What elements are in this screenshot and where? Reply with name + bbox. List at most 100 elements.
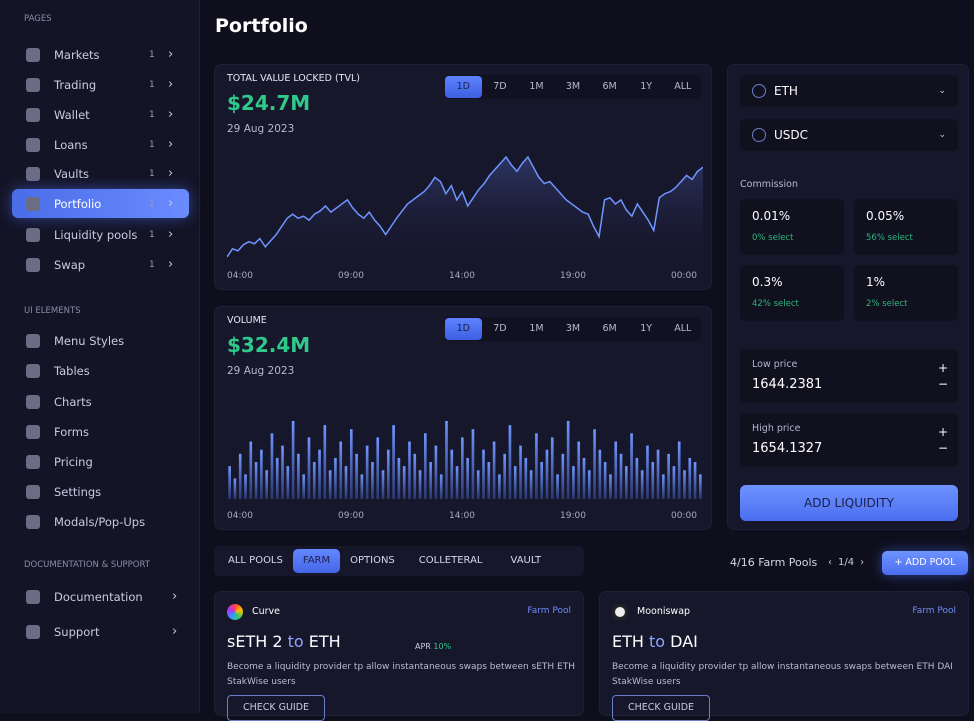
range-7d[interactable]: 7D (493, 323, 507, 334)
tab-colleteral[interactable]: COLLETERAL (418, 555, 483, 566)
volume-bar (381, 470, 385, 499)
sidebar-item-label: Settings (54, 484, 102, 499)
volume-bar (487, 462, 491, 499)
range-7d[interactable]: 7D (493, 81, 507, 92)
pool-card-mooniswap[interactable]: Mooniswap Farm Pool ETH to DAI Become a … (599, 591, 969, 721)
sidebar-item-markets[interactable]: Markets 1 › (12, 40, 189, 69)
range-1d[interactable]: 1D (445, 76, 482, 98)
sidebar-item-wallet[interactable]: Wallet 1 › (12, 100, 189, 129)
volume-bar (688, 457, 692, 499)
volume-bar (513, 466, 517, 499)
fee-select-rate: 0% select (752, 233, 794, 243)
range-1m[interactable]: 1M (529, 81, 544, 92)
sidebar-item-documentation[interactable]: Documentation › (12, 582, 189, 611)
page-indicator: 1/4 (838, 557, 855, 568)
volume-bar (450, 449, 454, 499)
tab-all-pools[interactable]: ALL POOLS (228, 555, 283, 566)
chevron-down-icon: ⌄ (938, 86, 946, 96)
range-6m[interactable]: 6M (602, 81, 617, 92)
high-price-field[interactable]: High price 1654.1327 + − (740, 413, 958, 467)
low-price-value[interactable]: 1644.2381 (752, 377, 823, 392)
volume-range-selector: 1D 7D 1M 3M 6M 1Y ALL (445, 317, 701, 341)
tvl-card: TOTAL VALUE LOCKED (TVL) $24.7M 29 Aug 2… (214, 64, 712, 290)
volume-bar (550, 437, 554, 499)
form-icon (26, 424, 40, 439)
chevron-right-icon: › (168, 257, 174, 272)
sidebar-item-tables[interactable]: Tables (12, 356, 189, 385)
decrement-button[interactable]: − (937, 377, 948, 391)
pool-card-curve[interactable]: Curve Farm Pool sETH 2 to ETH APR 10% Be… (214, 591, 584, 721)
volume-bar (334, 457, 337, 499)
sidebar-item-label: Documentation (54, 589, 143, 604)
volume-bar (540, 462, 544, 499)
sidebar-item-portfolio[interactable]: Portfolio 1 › (12, 189, 189, 218)
commission-option[interactable]: 0.3% 42% select (740, 265, 844, 321)
sidebar-item-liquidity-pools[interactable]: Liquidity pools 1 › (12, 220, 189, 249)
low-price-field[interactable]: Low price 1644.2381 + − (740, 349, 958, 403)
token-a-select[interactable]: ETH ⌄ (740, 75, 958, 107)
token-b-select[interactable]: USDC ⌄ (740, 119, 958, 151)
item-count: 1 (149, 168, 155, 179)
next-page-button[interactable]: › (860, 557, 865, 568)
swap-icon (26, 257, 40, 272)
range-1m[interactable]: 1M (529, 323, 544, 334)
pool-tag: Farm Pool (912, 606, 956, 616)
commission-option[interactable]: 0.01% 0% select (740, 199, 844, 255)
sidebar-item-forms[interactable]: Forms (12, 417, 189, 446)
tab-farm[interactable]: FARM (292, 549, 341, 573)
range-1d[interactable]: 1D (445, 318, 482, 340)
tab-vault[interactable]: VAULT (510, 555, 542, 566)
high-price-value[interactable]: 1654.1327 (752, 441, 823, 456)
prev-page-button[interactable]: ‹ (828, 557, 832, 568)
commission-option[interactable]: 1% 2% select (854, 265, 958, 321)
range-3m[interactable]: 3M (565, 323, 581, 334)
range-6m[interactable]: 6M (602, 323, 617, 334)
volume-bar (545, 449, 549, 499)
check-guide-button[interactable]: CHECK GUIDE (612, 695, 710, 721)
increment-button[interactable]: + (937, 425, 948, 439)
sidebar-item-menu-styles[interactable]: Menu Styles (12, 326, 189, 355)
volume-bar (328, 470, 332, 499)
range-3m[interactable]: 3M (565, 81, 581, 92)
sidebar-item-settings[interactable]: Settings (12, 477, 189, 506)
check-guide-button[interactable]: CHECK GUIDE (227, 695, 325, 721)
sidebar-item-charts[interactable]: Charts (12, 387, 189, 416)
main-content: Portfolio TOTAL VALUE LOCKED (TVL) $24.7… (200, 0, 974, 721)
decrement-button[interactable]: − (937, 441, 948, 455)
volume-bar (249, 441, 253, 499)
volume-bar (371, 462, 374, 499)
menu-icon (26, 333, 40, 348)
range-1y[interactable]: 1Y (640, 323, 653, 334)
sidebar-item-modals-pop-ups[interactable]: Modals/Pop-Ups (12, 507, 189, 536)
add-pool-button[interactable]: + ADD POOL (882, 551, 968, 575)
volume-bar (413, 453, 417, 499)
add-liquidity-button[interactable]: ADD LIQUIDITY (740, 485, 958, 521)
sidebar-item-trading[interactable]: Trading 1 › (12, 70, 189, 99)
sidebar-item-vaults[interactable]: Vaults 1 › (12, 159, 189, 188)
range-1y[interactable]: 1Y (640, 81, 653, 92)
sidebar-item-support[interactable]: Support › (12, 617, 189, 646)
sidebar-item-pricing[interactable]: Pricing (12, 447, 189, 476)
volume-bar (476, 470, 480, 499)
briefcase-icon (26, 196, 40, 211)
curve-logo-icon (227, 604, 243, 620)
bar-chart-icon (26, 77, 40, 92)
token-b-value: USDC (774, 128, 809, 142)
range-all[interactable]: ALL (674, 323, 692, 334)
volume-date: 29 Aug 2023 (227, 365, 295, 377)
volume-bar (434, 445, 438, 499)
item-count: 1 (149, 139, 155, 150)
sidebar-item-swap[interactable]: Swap 1 › (12, 250, 189, 279)
volume-bar (244, 474, 247, 499)
chevron-right-icon: › (168, 227, 174, 242)
sidebar-item-label: Liquidity pools (54, 227, 138, 242)
volume-bar (566, 421, 570, 499)
volume-bar (672, 466, 676, 499)
increment-button[interactable]: + (937, 361, 948, 375)
commission-option[interactable]: 0.05% 56% select (854, 199, 958, 255)
volume-bar (355, 453, 358, 499)
tab-options[interactable]: OPTIONS (350, 555, 395, 566)
sidebar-item-loans[interactable]: Loans 1 › (12, 130, 189, 159)
volume-bar (624, 466, 628, 499)
range-all[interactable]: ALL (674, 81, 692, 92)
